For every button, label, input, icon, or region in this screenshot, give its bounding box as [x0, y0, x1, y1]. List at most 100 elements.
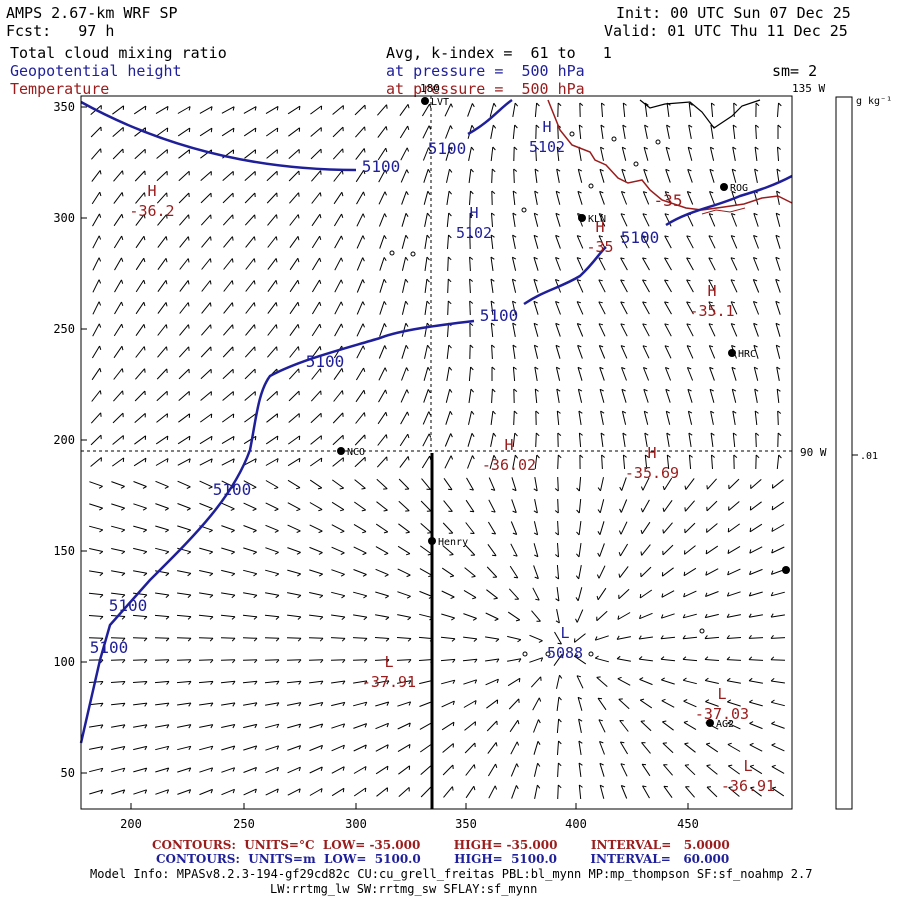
wind-barb-feather [99, 637, 104, 642]
wind-barb-feather [705, 699, 710, 703]
wind-barb-feather [555, 576, 559, 580]
wind-barb [444, 433, 452, 447]
wind-barb [177, 127, 191, 137]
wind-barb-feather [166, 702, 170, 707]
wind-barb-feather [748, 592, 752, 597]
wind-barb [155, 503, 169, 509]
k-index-average: Avg, k-index = 61 to 1 [386, 44, 612, 62]
wind-barb [92, 323, 100, 337]
wind-barb [490, 411, 494, 425]
wind-barb-feather [731, 235, 736, 238]
wind-barb [397, 545, 411, 555]
wind-barb-feather [186, 529, 191, 533]
forecast-hour: Fcst: 97 h [6, 22, 115, 40]
wind-barb-feather [143, 572, 148, 577]
wind-barb [177, 525, 191, 531]
wind-barb [486, 699, 498, 709]
wind-barb [556, 697, 560, 711]
wind-barb [749, 614, 763, 618]
wind-barb [642, 257, 650, 271]
wind-barb-feather [576, 553, 580, 558]
wind-barb-feather [594, 636, 598, 641]
wind-barb [288, 127, 300, 137]
wind-barb [309, 546, 323, 554]
wind-barb [665, 147, 671, 161]
wind-barb-feather [406, 147, 410, 152]
wind-barb [684, 545, 696, 555]
wind-barb-feather [320, 702, 324, 707]
wind-barb-feather [384, 213, 387, 218]
wind-barb [621, 411, 627, 425]
wind-barb-feather [452, 700, 455, 706]
temperature-extremum-value: -36.02 [482, 456, 536, 474]
wind-barb-feather [364, 744, 367, 749]
wind-barb [133, 767, 147, 773]
height-contour-main [79, 319, 475, 744]
wind-barb [620, 521, 628, 535]
wind-barb-feather [775, 256, 780, 260]
wind-barb [508, 698, 520, 710]
wind-barb-feather [428, 125, 432, 130]
wind-barb-feather [639, 614, 642, 619]
wind-barb-feather [534, 212, 539, 216]
wind-barb-feather [775, 212, 781, 216]
wind-barb [621, 389, 627, 403]
wind-barb [199, 767, 213, 773]
wind-barb [557, 740, 559, 756]
wind-barb-feather [577, 366, 582, 370]
wind-barb-feather [406, 389, 409, 394]
wind-barb [133, 503, 147, 509]
wind-barb [155, 702, 169, 706]
wind-barb [135, 257, 145, 271]
wind-barb-feather [276, 106, 279, 111]
wind-barb [289, 192, 299, 204]
wind-barb-feather [99, 368, 102, 373]
wind-barb [776, 389, 780, 403]
wind-barb [265, 547, 279, 553]
wind-barb [88, 702, 104, 706]
wind-barb-feather [143, 258, 146, 263]
wind-barb [533, 521, 539, 535]
wind-barb-feather [276, 745, 280, 750]
wind-barb-feather [709, 191, 714, 194]
meridian-label-135: 135 W [792, 82, 825, 95]
wind-barb [577, 587, 583, 601]
wind-barb-feather [554, 488, 559, 492]
wind-barb [771, 546, 785, 554]
pressure-level-height: at pressure = 500 hPa [386, 62, 585, 80]
wind-barb-feather [253, 258, 256, 263]
wind-barb-feather [144, 192, 146, 197]
wind-barb [620, 279, 628, 293]
wind-barb [287, 479, 301, 489]
wind-barb-feather [469, 344, 474, 349]
wind-barb [463, 613, 477, 619]
wind-barb-feather [340, 573, 345, 577]
wind-barb [112, 127, 124, 137]
wind-barb [686, 345, 694, 359]
wind-barb [621, 169, 627, 183]
wind-barb [771, 680, 785, 684]
wind-barb [267, 236, 277, 248]
wind-barb [243, 106, 257, 114]
wind-barb [731, 367, 737, 381]
wind-barb [311, 192, 321, 204]
wind-barb [221, 458, 235, 466]
wind-barb [662, 544, 674, 556]
wind-barb [576, 675, 584, 689]
wind-barb-feather [297, 214, 300, 219]
height-contour-right [665, 174, 793, 227]
wind-barb [353, 569, 367, 575]
wind-barb-feather [188, 659, 192, 664]
wind-barb [578, 498, 582, 514]
wind-barb [534, 102, 538, 118]
wind-barb-feather [231, 594, 236, 599]
wind-barb [331, 591, 345, 597]
wind-barb [686, 323, 694, 337]
wind-barb-feather [556, 388, 561, 392]
wind-barb-feather [705, 549, 708, 554]
wind-barb [683, 567, 697, 577]
wind-barb-feather [210, 659, 214, 664]
wind-barb-feather [755, 454, 760, 459]
wind-barb-feather [408, 744, 411, 749]
wind-barb-feather [297, 258, 300, 263]
